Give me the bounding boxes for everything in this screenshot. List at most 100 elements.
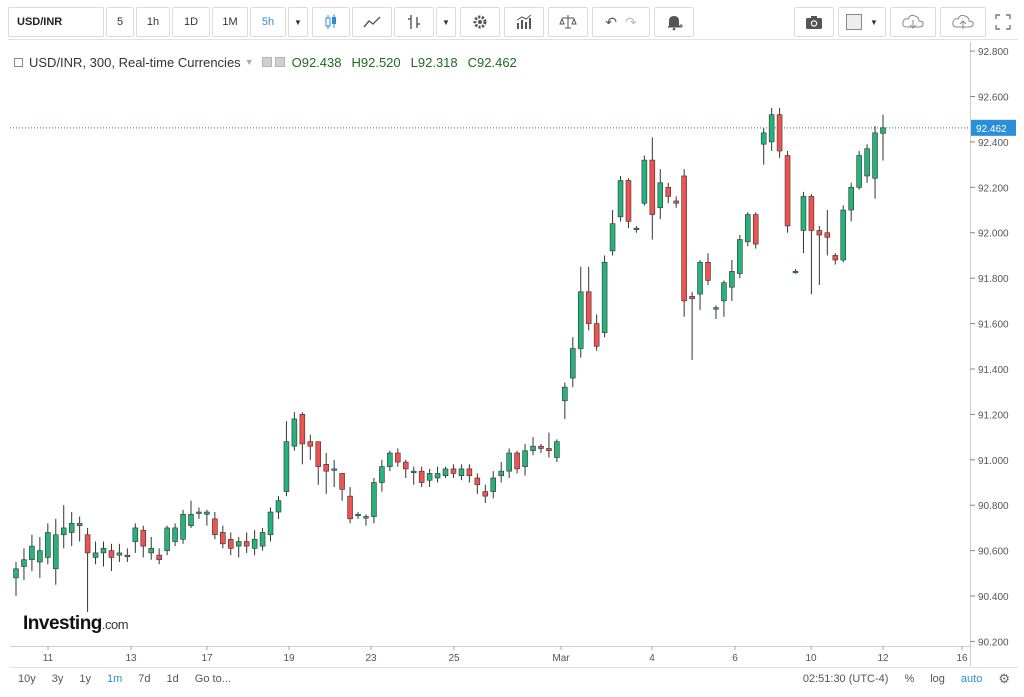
candle-body-up bbox=[601, 261, 608, 333]
candle bbox=[204, 509, 210, 526]
candle bbox=[84, 527, 91, 612]
candle bbox=[323, 452, 329, 494]
chart-type-dropdown-button[interactable]: ▼ bbox=[436, 7, 456, 37]
legend-open: O92.438 bbox=[291, 54, 342, 70]
interval-5h-button[interactable]: 5h bbox=[250, 7, 286, 37]
alert-button[interactable] bbox=[654, 7, 694, 37]
range-1y-button[interactable]: 1y bbox=[79, 673, 91, 685]
candle-body-up bbox=[641, 159, 648, 204]
fullscreen-button[interactable] bbox=[988, 7, 1018, 37]
candle-body-up bbox=[235, 541, 242, 547]
candle bbox=[275, 496, 282, 519]
settings-button[interactable] bbox=[460, 7, 500, 37]
load-chart-button[interactable] bbox=[890, 7, 936, 37]
candle-body-down bbox=[466, 468, 473, 476]
candle bbox=[395, 448, 401, 467]
line-style-button[interactable] bbox=[352, 7, 392, 37]
price-axis[interactable] bbox=[970, 42, 1017, 666]
legend-low: L92.318 bbox=[410, 54, 458, 70]
candle-body-up bbox=[570, 348, 576, 379]
layout-button[interactable]: ▼ bbox=[838, 7, 886, 37]
candle bbox=[283, 421, 290, 497]
candle-body-up bbox=[522, 450, 528, 467]
candle-body-down bbox=[108, 550, 115, 558]
cloud-upload-icon bbox=[952, 14, 974, 29]
candle-body-up bbox=[737, 239, 743, 274]
candle-body-down bbox=[514, 452, 520, 470]
candle bbox=[227, 532, 234, 556]
candle-body-up bbox=[76, 523, 83, 526]
candle bbox=[212, 512, 218, 540]
candle bbox=[291, 412, 298, 451]
hide-series-icon[interactable] bbox=[261, 57, 272, 67]
range-7d-button[interactable]: 7d bbox=[138, 673, 151, 685]
interval-1m-button[interactable]: 1M bbox=[212, 7, 248, 37]
candle-body-up bbox=[657, 182, 664, 209]
undo-icon[interactable]: ↶ bbox=[605, 13, 617, 30]
candle-body-up bbox=[562, 386, 568, 402]
candle-body-up bbox=[53, 534, 59, 570]
chevron-down-icon: ▼ bbox=[294, 17, 302, 27]
x-tick-label: 6 bbox=[732, 653, 738, 664]
chevron-down-icon[interactable]: ▼ bbox=[244, 57, 254, 67]
candle bbox=[498, 462, 504, 483]
candle bbox=[760, 128, 767, 165]
candle bbox=[355, 512, 361, 519]
candle-body-up bbox=[13, 568, 19, 579]
auto-toggle[interactable]: auto bbox=[960, 673, 983, 685]
candle-body-down bbox=[307, 441, 314, 447]
goto-button[interactable]: Go to... bbox=[194, 673, 231, 685]
chart-pane[interactable] bbox=[10, 42, 970, 646]
candle-body-up bbox=[355, 514, 361, 517]
interval-1d-button[interactable]: 1D bbox=[172, 7, 210, 37]
y-tick-label: 92.200 bbox=[978, 183, 1009, 194]
clock-label: 02:51:30 (UTC-4) bbox=[802, 673, 889, 685]
range-1d-button[interactable]: 1d bbox=[166, 673, 179, 685]
range-1m-button[interactable]: 1m bbox=[107, 673, 123, 685]
candle bbox=[442, 466, 449, 478]
candle-body-down bbox=[649, 159, 656, 215]
range-10y-button[interactable]: 10y bbox=[18, 673, 36, 685]
candle-body-up bbox=[530, 445, 536, 452]
candle bbox=[60, 505, 67, 549]
candle bbox=[506, 448, 512, 478]
time-axis[interactable] bbox=[10, 646, 970, 667]
interval-5-button[interactable]: 5 bbox=[106, 7, 134, 37]
candle-body-up bbox=[506, 452, 512, 472]
candle-body-up bbox=[800, 196, 807, 231]
candle-body-up bbox=[204, 511, 210, 515]
bars-style-button[interactable] bbox=[394, 7, 434, 37]
cloud-download-icon bbox=[902, 14, 924, 29]
log-toggle[interactable]: log bbox=[930, 673, 945, 685]
gear-icon[interactable]: ⚙ bbox=[998, 671, 1010, 686]
candles-style-button[interactable] bbox=[312, 7, 350, 37]
candle bbox=[140, 525, 147, 558]
candle-body-down bbox=[808, 196, 815, 231]
compare-button[interactable] bbox=[548, 7, 588, 37]
candle-body-up bbox=[697, 261, 703, 295]
indicators-icon bbox=[516, 14, 532, 29]
symbol-search-button[interactable]: USD/INR bbox=[8, 7, 104, 37]
collapse-legend-icon[interactable] bbox=[14, 57, 23, 67]
candle-body-up bbox=[45, 532, 51, 558]
interval-1h-button[interactable]: 1h bbox=[136, 7, 170, 37]
series-settings-icon[interactable] bbox=[274, 57, 285, 67]
percent-toggle[interactable]: % bbox=[904, 673, 915, 685]
candle-body-up bbox=[116, 552, 123, 556]
indicators-button[interactable] bbox=[504, 7, 544, 37]
snapshot-button[interactable] bbox=[794, 7, 834, 37]
candle-body-up bbox=[132, 527, 139, 542]
candle bbox=[299, 412, 306, 465]
candle bbox=[617, 175, 624, 222]
candle-body-down bbox=[156, 554, 162, 561]
candle-body-up bbox=[864, 148, 870, 177]
interval-dropdown-button[interactable]: ▼ bbox=[288, 7, 308, 37]
redo-icon[interactable]: ↷ bbox=[625, 13, 637, 30]
candle bbox=[331, 459, 337, 488]
chart-legend: USD/INR, 300, Real-time Currencies ▼ O92… bbox=[14, 52, 517, 72]
chevron-down-icon: ▼ bbox=[442, 17, 450, 27]
range-3y-button[interactable]: 3y bbox=[51, 673, 64, 685]
candle-body-up bbox=[792, 271, 799, 274]
save-chart-button[interactable] bbox=[940, 7, 986, 37]
